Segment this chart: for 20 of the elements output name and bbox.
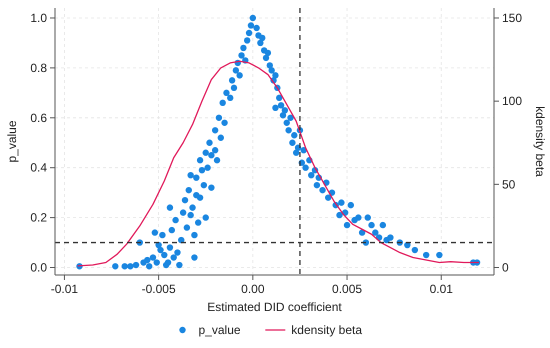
x-tick-label: 0.005 <box>332 282 362 296</box>
y2-tick-label: 50 <box>502 177 516 192</box>
x-tick-label: -0.005 <box>142 282 176 296</box>
y-tick-label: 0.2 <box>30 210 48 225</box>
x-tick-label: 0.00 <box>241 282 265 296</box>
y-axis-title: p_value <box>5 120 19 163</box>
y2-tick-label: 0 <box>502 260 509 275</box>
y2-tick-label: 150 <box>502 10 522 25</box>
y2-tick-label: 100 <box>502 94 522 108</box>
y2-axis-title: kdensity beta <box>533 106 547 178</box>
x-tick-label: -0.01 <box>50 282 78 296</box>
legend-label: p_value <box>198 323 241 337</box>
legend-label: kdensity beta <box>291 323 362 337</box>
x-tick-label: 0.01 <box>430 282 454 296</box>
y-tick-label: 0.4 <box>30 160 48 175</box>
x-axis-title: Estimated DID coefficient <box>207 300 342 314</box>
y-tick-label: 0.0 <box>30 260 48 275</box>
y-tick-label: 0.6 <box>30 110 48 125</box>
y-tick-label: 0.8 <box>30 60 48 75</box>
y-tick-label: 1.0 <box>30 10 48 25</box>
